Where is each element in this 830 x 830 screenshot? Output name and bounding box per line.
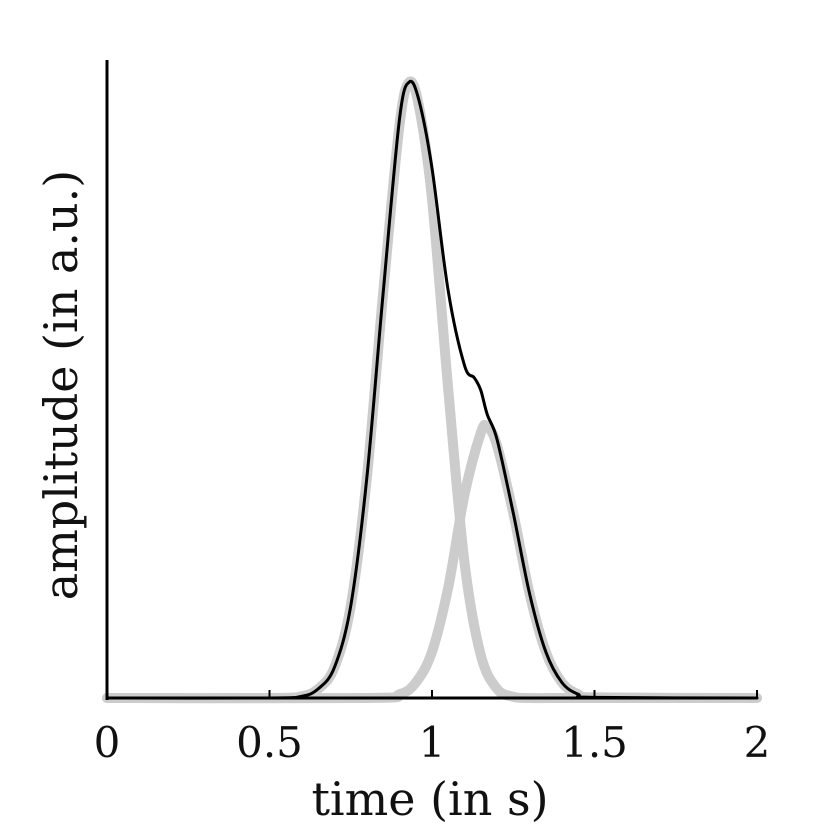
x-tick-label: 1.5 (561, 718, 628, 767)
x-tick-label: 1 (419, 718, 446, 767)
tick-layer: 0 0.5 1 1.5 2 (94, 690, 771, 767)
y-axis-label: amplitude (in a.u.) (34, 170, 88, 600)
x-tick-label: 0 (94, 718, 121, 767)
x-tick-label: 2 (744, 718, 771, 767)
series-line-3 (105, 79, 759, 700)
series-layer (102, 76, 762, 704)
x-axis-label: time (in s) (311, 772, 548, 826)
x-tick-label: 0.5 (236, 718, 303, 767)
series-line-2 (102, 420, 762, 704)
